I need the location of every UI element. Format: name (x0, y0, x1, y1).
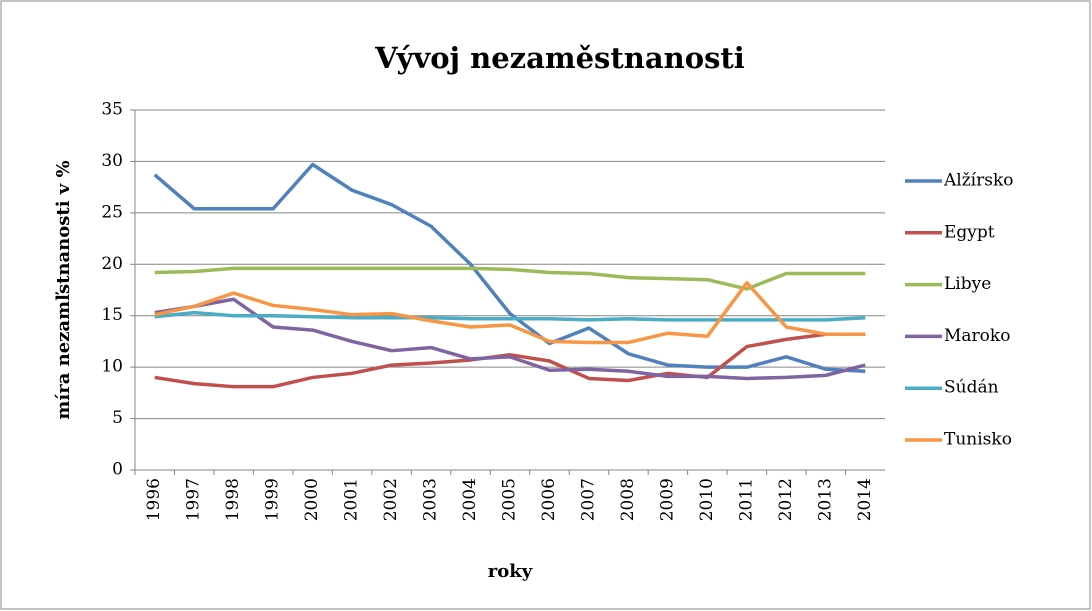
x-tick-label: 2014 (855, 478, 875, 521)
y-tick-label: 35 (101, 100, 123, 120)
y-tick-label: 10 (101, 357, 123, 377)
series-line (154, 297, 866, 381)
x-tick-label: 1997 (184, 478, 204, 521)
x-tick-label: 2013 (815, 478, 835, 521)
legend-label: Tunisko (944, 430, 1012, 450)
legend-label: Egypt (944, 222, 995, 242)
y-tick-label: 30 (101, 151, 123, 171)
x-tick-label: 1999 (263, 478, 283, 521)
legend-label: Súdán (944, 378, 999, 398)
y-tick-label: 25 (101, 202, 123, 222)
x-tick-label: 2007 (578, 478, 598, 521)
y-tick-label: 5 (112, 408, 123, 428)
x-axis-label: roky (488, 561, 533, 582)
x-tick-label: 1996 (144, 478, 164, 521)
legend-label: Alžírsko (943, 171, 1014, 191)
y-tick-label: 15 (101, 305, 123, 325)
legend-label: Maroko (944, 326, 1010, 346)
series-line (154, 332, 866, 389)
legend-label: Libye (944, 274, 991, 294)
x-tick-label: 1998 (223, 478, 243, 521)
x-tick-label: 2011 (736, 478, 756, 521)
x-tick-label: 2006 (539, 478, 559, 521)
y-axis-label: míra nezamľstnanosti v % (53, 160, 74, 419)
x-tick-label: 2002 (381, 478, 401, 521)
x-tick-label: 2008 (618, 478, 638, 521)
y-tick-label: 0 (112, 460, 123, 480)
x-tick-label: 2001 (342, 478, 362, 521)
chart-title: Vývoj nezaměstnanosti (374, 41, 745, 75)
series-line (154, 266, 866, 291)
x-tick-label: 2003 (421, 478, 441, 521)
x-tick-label: 2010 (697, 478, 717, 521)
x-tick-label: 2004 (460, 478, 480, 521)
series-line (154, 310, 866, 322)
x-tick-label: 2009 (657, 478, 677, 521)
y-tick-label: 20 (101, 254, 123, 274)
series-line (153, 162, 866, 374)
x-tick-label: 2012 (776, 478, 796, 521)
x-tick-label: 2000 (302, 478, 322, 521)
x-tick-label: 2005 (500, 478, 520, 521)
series-line (154, 281, 866, 345)
